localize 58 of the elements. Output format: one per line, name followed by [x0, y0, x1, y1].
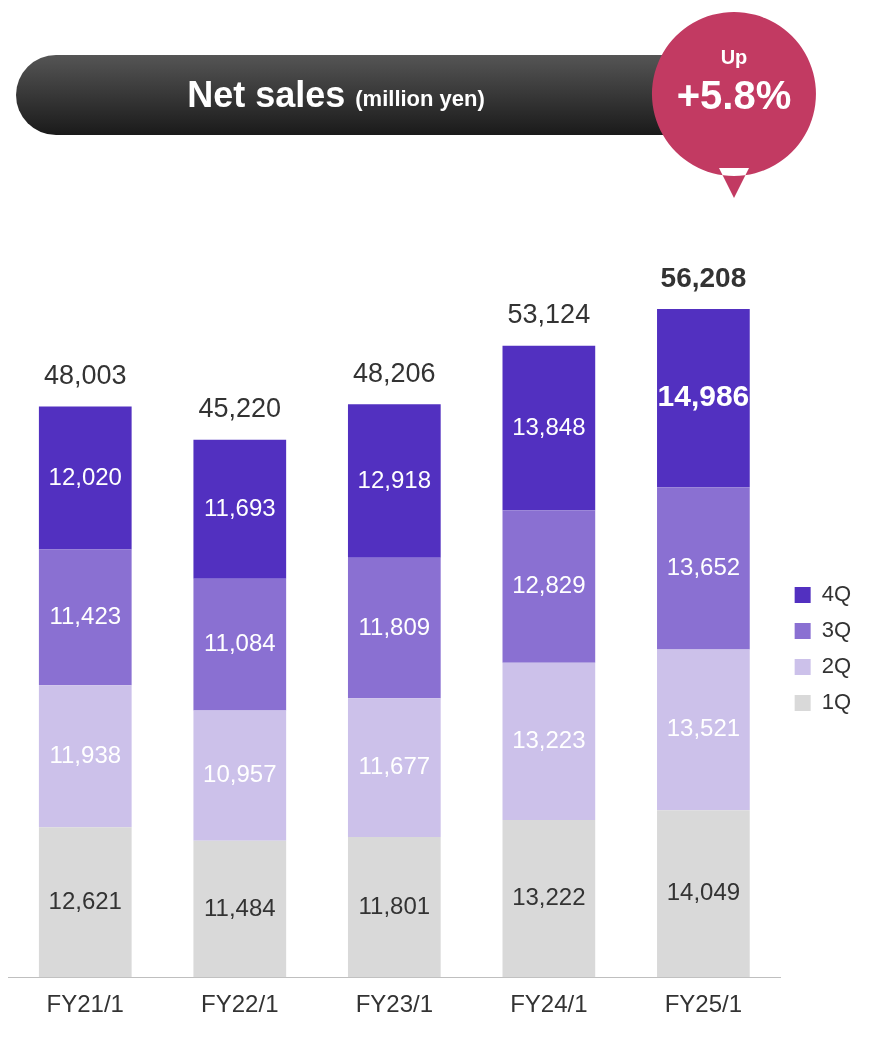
total-label: 48,003: [43, 360, 127, 391]
data-label: 12,621: [48, 886, 122, 914]
text: Up: [719, 46, 749, 69]
data-label: 11,677: [358, 752, 431, 780]
data-label: 11,484: [203, 893, 276, 921]
data-label: 11,801: [358, 891, 431, 919]
data-label: 11,693: [203, 493, 276, 521]
data-label: 13,521: [666, 714, 741, 742]
bar: [657, 810, 750, 978]
legend-label: 2Q: [821, 653, 852, 679]
bar: [38, 827, 132, 978]
bar: [347, 698, 441, 837]
bar: [502, 345, 596, 511]
bar: [657, 309, 750, 488]
bar: [38, 406, 132, 550]
legend-label: 4Q: [821, 581, 852, 607]
data-label: 13,848: [512, 412, 586, 440]
data-label: 14,049: [666, 878, 741, 906]
bar: [38, 549, 132, 686]
bar: [347, 557, 441, 699]
bar: [502, 662, 596, 821]
total-label: 45,220: [198, 393, 282, 424]
data-label: 13,223: [512, 726, 586, 754]
total-label: 53,124: [507, 299, 591, 330]
chart-subtitle: (million yen): [355, 86, 485, 112]
data-label: 11,938: [49, 740, 122, 768]
legend-label: 1Q: [821, 689, 852, 715]
x-tick-label: FY25/1: [664, 990, 743, 1018]
total-label: 48,206: [353, 357, 436, 388]
data-label: 13,222: [512, 883, 586, 911]
data-label: 11,809: [358, 612, 431, 640]
data-label: 13,652: [666, 552, 741, 580]
data-label: 14,986: [657, 379, 750, 413]
data-label: 10,957: [203, 760, 277, 788]
text: +5.8%: [675, 73, 793, 118]
chart-title: Net sales: [187, 74, 346, 116]
data-label: 12,918: [357, 465, 432, 493]
legend-label: 3Q: [821, 617, 852, 643]
x-tick-label: FY24/1: [510, 990, 588, 1018]
x-tick-label: FY23/1: [355, 990, 434, 1018]
total-label: 56,208: [660, 261, 747, 293]
bar: [347, 836, 441, 978]
data-label: 12,829: [512, 571, 586, 599]
bar: [657, 649, 750, 811]
bar: [502, 510, 596, 663]
bar: [193, 439, 287, 579]
bar: [347, 404, 441, 558]
data-label: 11,423: [49, 602, 122, 630]
bar: [657, 487, 750, 650]
data-label: 12,020: [48, 462, 122, 490]
bar: [502, 820, 596, 978]
data-label: 11,084: [203, 629, 276, 657]
bar: [193, 578, 287, 711]
x-tick-label: FY21/1: [46, 990, 124, 1018]
bar: [38, 685, 132, 828]
x-tick-label: FY22/1: [201, 990, 279, 1018]
bar: [193, 840, 287, 978]
bar: [193, 710, 287, 841]
